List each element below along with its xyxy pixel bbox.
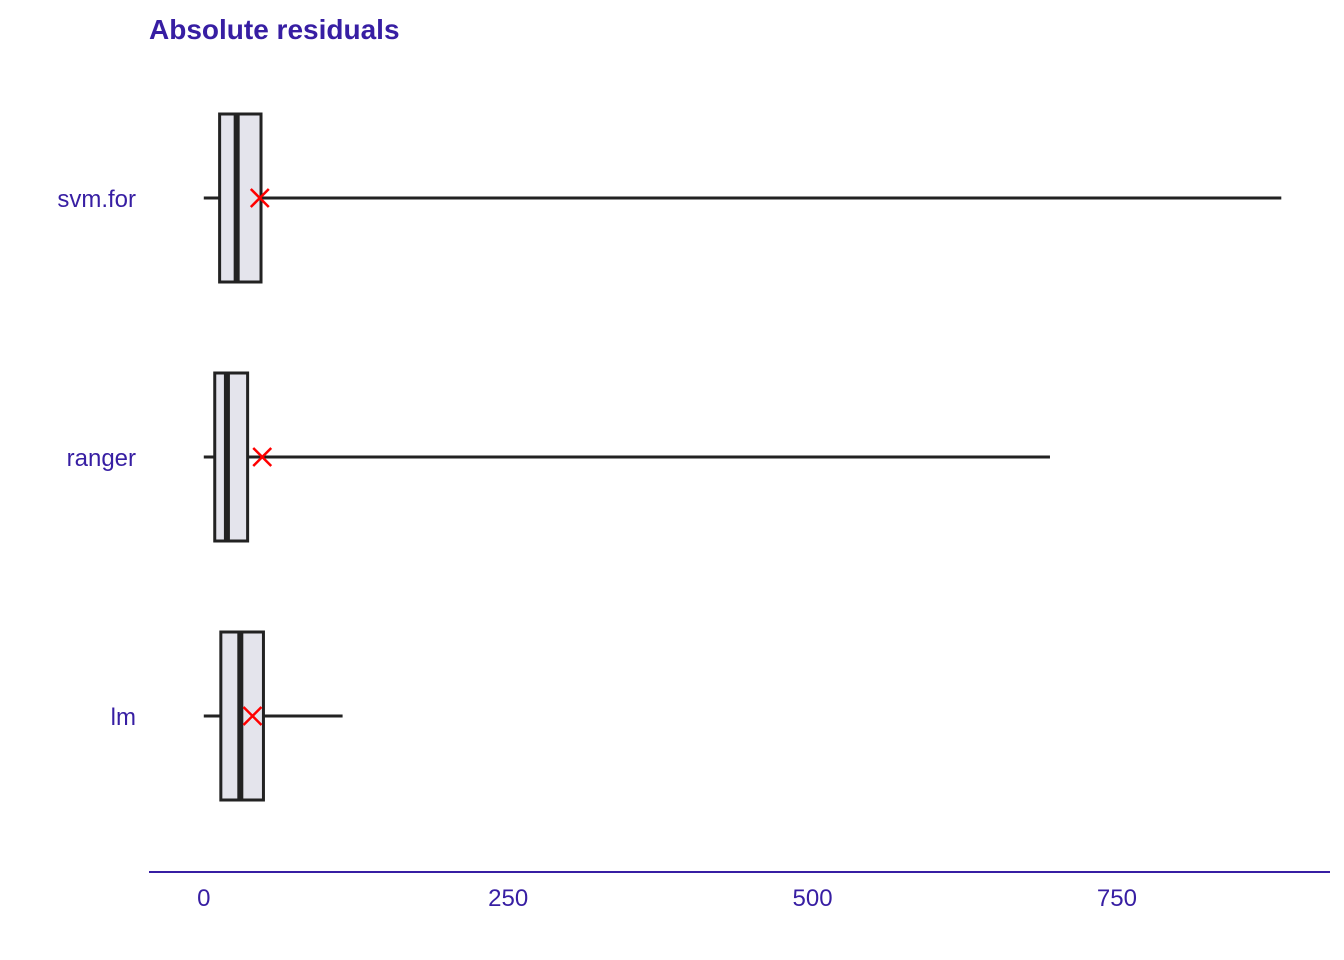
x-tick-label: 250 — [488, 885, 528, 912]
x-tick-label: 0 — [197, 885, 210, 912]
mean-marker — [242, 706, 263, 726]
category-label: svm.for — [57, 186, 136, 213]
category-label: lm — [111, 704, 136, 731]
box-iqr — [213, 371, 250, 543]
box-iqr — [218, 112, 263, 284]
mean-marker-stroke — [249, 188, 270, 208]
boxplot-lm: lm — [111, 630, 343, 802]
plot-area: svm.for ranger lm — [57, 112, 1282, 802]
mean-marker — [252, 447, 273, 467]
mean-marker — [249, 188, 270, 208]
chart-title: Absolute residuals — [149, 14, 400, 45]
category-label: ranger — [67, 445, 136, 472]
x-tick-label: 750 — [1097, 885, 1137, 912]
boxplot-ranger: ranger — [67, 371, 1050, 543]
x-tick-label: 500 — [793, 885, 833, 912]
boxplot-svm-for: svm.for — [57, 112, 1282, 284]
mean-marker-stroke — [252, 447, 273, 467]
mean-marker-stroke — [242, 706, 263, 726]
x-axis-ticks: 0 250 500 750 — [197, 885, 1137, 912]
